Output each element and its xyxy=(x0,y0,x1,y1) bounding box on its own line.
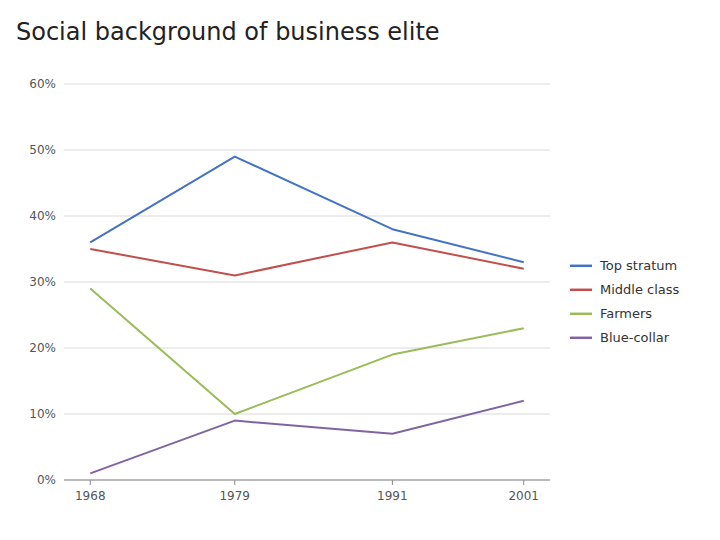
y-tick-label: 50% xyxy=(29,143,56,157)
y-tick-label: 0% xyxy=(37,473,56,487)
x-axis: 1968 1979 1991 2001 xyxy=(64,480,550,503)
title: Social background of business elite xyxy=(16,18,440,46)
grid-line xyxy=(64,480,550,481)
x-tick-label: 1991 xyxy=(377,489,408,503)
x-tick-label: 1968 xyxy=(75,489,106,503)
x-tick xyxy=(234,480,235,485)
series-line xyxy=(90,242,523,275)
series-line xyxy=(90,289,523,414)
grid-line xyxy=(64,348,550,349)
y-tick-label: 40% xyxy=(29,209,56,223)
series-line xyxy=(90,157,523,263)
y-tick-label: 10% xyxy=(29,407,56,421)
y-tick-label: 60% xyxy=(29,77,56,91)
legend: Top stratum Middle class Farmers Blue-colla… xyxy=(570,258,680,345)
x-tick xyxy=(392,480,393,485)
legend-label: Middle class xyxy=(600,282,680,297)
legend-label: Top stratum xyxy=(599,258,677,273)
y-tick-label: 30% xyxy=(29,275,56,289)
grid-line xyxy=(64,414,550,415)
x-tick xyxy=(523,480,524,485)
grid-line xyxy=(64,282,550,283)
y-axis: 0% 10% 20% 30% 40% 50% 60% xyxy=(29,77,550,487)
x-tick xyxy=(90,480,91,485)
legend-label: Farmers xyxy=(600,306,652,321)
x-axis-line xyxy=(64,480,550,481)
plot-area xyxy=(90,157,523,474)
legend-swatch xyxy=(570,337,592,340)
grid-line xyxy=(64,84,550,85)
x-tick-label: 1979 xyxy=(219,489,250,503)
y-tick-label: 20% xyxy=(29,341,56,355)
legend-swatch xyxy=(570,313,592,316)
legend-label: Blue-collar xyxy=(600,330,670,345)
legend-swatch xyxy=(570,289,592,292)
x-tick-label: 2001 xyxy=(508,489,539,503)
legend-swatch xyxy=(570,265,592,268)
series-line xyxy=(90,401,523,474)
grid-line xyxy=(64,150,550,151)
chart: Social background of business elite 0% 10%… xyxy=(0,0,720,540)
